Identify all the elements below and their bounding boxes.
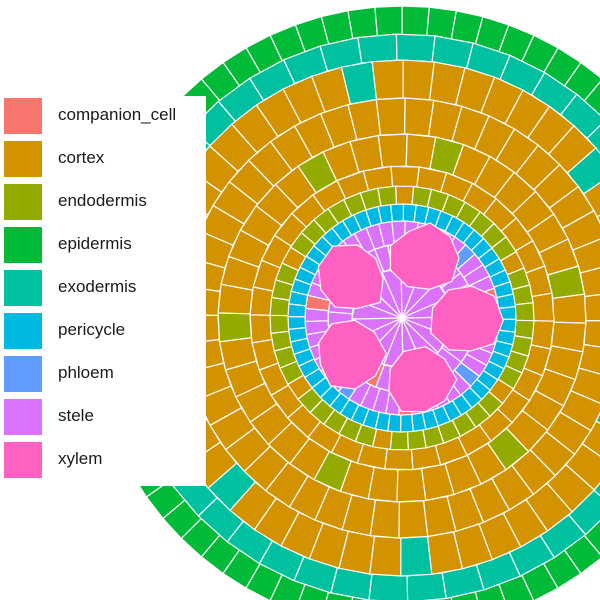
xylem-vessel [318, 319, 388, 390]
legend-label: epidermis [58, 234, 132, 253]
cortex-cell [384, 446, 414, 471]
epidermis-cell [347, 6, 379, 41]
endodermis-cell [217, 312, 252, 343]
legend-item-exodermis: exodermis [4, 268, 204, 308]
legend-swatch [4, 442, 42, 478]
legend-swatch [4, 270, 42, 306]
cortex-cell [377, 133, 408, 168]
legend-swatch [4, 356, 42, 392]
xylem-vessel [317, 244, 384, 310]
legend-swatch [4, 313, 42, 349]
cortex-cell [584, 294, 600, 322]
exodermis-cell [368, 573, 409, 600]
legend-swatch [4, 227, 42, 263]
legend-item-pericycle: pericycle [4, 311, 204, 351]
legend-item-cortex: cortex [4, 139, 204, 179]
legend-label: exodermis [58, 277, 137, 296]
epidermis-cell [374, 5, 403, 38]
legend-swatch [4, 98, 42, 134]
cortex-cell [371, 59, 404, 101]
tissue-rings [89, 5, 600, 600]
legend-item-xylem: xylem [4, 440, 204, 480]
xylem-vessel [388, 345, 458, 413]
xylem-vessels [317, 222, 504, 413]
endodermis-cell [389, 429, 409, 451]
cortex-cell [402, 59, 435, 101]
exodermis-cell [357, 33, 398, 64]
xylem-vessel [430, 285, 504, 352]
epidermis-cell [401, 5, 430, 38]
exodermis-cell [593, 481, 600, 497]
legend-item-stele: stele [4, 397, 204, 437]
cortex-cell [552, 293, 587, 324]
legend-item-companion-cell: companion_cell [4, 96, 204, 136]
legend-label: endodermis [58, 191, 147, 210]
legend-item-epidermis: epidermis [4, 225, 204, 265]
exodermis-cell [406, 572, 447, 600]
legend-label: stele [58, 406, 94, 425]
legend: companion_cell cortex endodermis epiderm… [0, 96, 206, 486]
pericycle-cell [287, 315, 308, 330]
legend-label: phloem [58, 363, 114, 382]
cortex-cell [369, 535, 402, 577]
exodermis-cell [586, 124, 600, 155]
xylem-vessel [389, 222, 460, 290]
cortex-cell [375, 97, 406, 136]
pericycle-cell [390, 203, 405, 224]
legend-swatch [4, 141, 42, 177]
legend-swatch [4, 184, 42, 220]
legend-item-phloem: phloem [4, 354, 204, 394]
pericycle-cell [399, 412, 414, 433]
legend-item-endodermis: endodermis [4, 182, 204, 222]
cortex-cell [396, 468, 427, 503]
cortex-cell [398, 500, 429, 539]
cortex-cell [390, 165, 420, 190]
legend-label: xylem [58, 449, 103, 468]
exodermis-cell [400, 535, 433, 577]
legend-swatch [4, 399, 42, 435]
legend-label: cortex [58, 148, 105, 167]
legend-label: companion_cell [58, 105, 177, 124]
exodermis-cell [395, 33, 436, 63]
cortex-cell [395, 185, 415, 207]
legend-label: pericycle [58, 320, 126, 339]
